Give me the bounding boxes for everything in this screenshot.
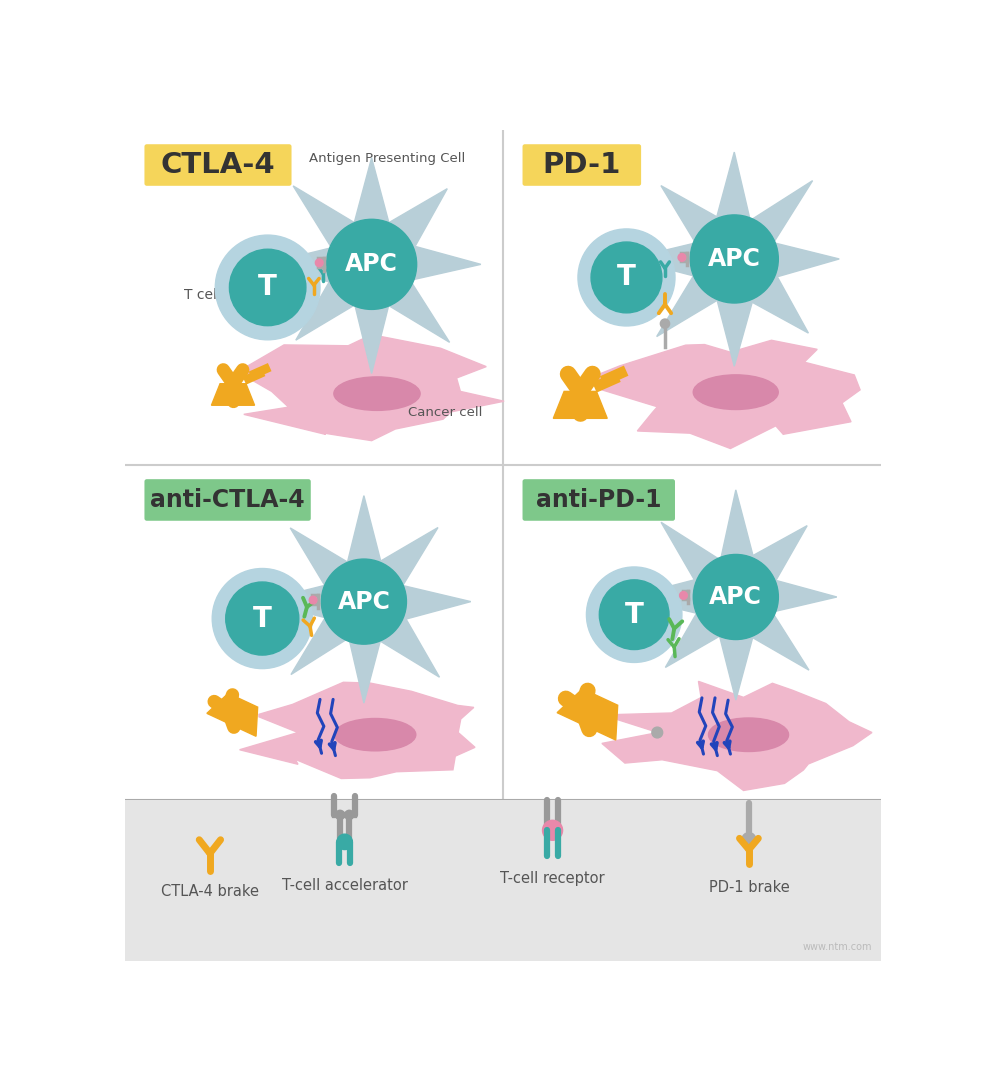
Text: anti-CTLA-4: anti-CTLA-4 [150, 488, 305, 512]
Circle shape [327, 219, 416, 309]
Text: PD-1 brake: PD-1 brake [709, 880, 790, 895]
Ellipse shape [693, 375, 779, 409]
Text: APC: APC [345, 253, 398, 276]
Text: APC: APC [338, 590, 390, 613]
Circle shape [309, 596, 317, 604]
Text: CTLA-4 brake: CTLA-4 brake [161, 885, 259, 900]
Text: Antigen Presenting Cell: Antigen Presenting Cell [309, 152, 465, 165]
Polygon shape [602, 681, 872, 791]
Polygon shape [260, 496, 470, 703]
Ellipse shape [334, 377, 420, 410]
Bar [125, 799, 881, 961]
Circle shape [336, 810, 345, 820]
Circle shape [693, 554, 779, 639]
Circle shape [599, 580, 669, 649]
Text: APC: APC [708, 247, 761, 271]
Circle shape [230, 249, 305, 326]
FancyBboxPatch shape [522, 145, 641, 186]
Polygon shape [207, 693, 257, 737]
Text: www.ntm.com: www.ntm.com [802, 942, 872, 951]
Text: CTLA-4: CTLA-4 [161, 151, 275, 179]
Circle shape [742, 833, 756, 847]
Circle shape [652, 727, 663, 738]
Text: T: T [625, 600, 643, 629]
Polygon shape [211, 383, 254, 405]
Polygon shape [240, 683, 475, 779]
FancyBboxPatch shape [522, 480, 675, 521]
Circle shape [337, 834, 353, 850]
Text: T: T [252, 605, 272, 633]
Polygon shape [628, 490, 837, 700]
Circle shape [690, 215, 779, 303]
Circle shape [578, 229, 675, 326]
Circle shape [678, 254, 685, 261]
Polygon shape [628, 152, 840, 366]
Text: PD-1: PD-1 [543, 151, 621, 179]
Polygon shape [557, 689, 618, 740]
Circle shape [345, 810, 354, 820]
Ellipse shape [708, 718, 789, 752]
Circle shape [542, 821, 563, 840]
Circle shape [226, 582, 299, 656]
Polygon shape [263, 158, 481, 374]
Circle shape [586, 567, 682, 662]
Circle shape [680, 592, 687, 599]
Text: T-cell accelerator: T-cell accelerator [282, 878, 408, 893]
Ellipse shape [335, 718, 415, 751]
FancyBboxPatch shape [144, 480, 310, 521]
Circle shape [215, 235, 320, 340]
Circle shape [591, 242, 662, 313]
Polygon shape [553, 391, 607, 418]
Circle shape [321, 559, 407, 644]
Circle shape [660, 319, 670, 328]
Circle shape [212, 568, 312, 669]
Polygon shape [591, 340, 860, 448]
Text: Cancer cell: Cancer cell [408, 406, 482, 419]
Text: T cell: T cell [184, 288, 221, 302]
Text: T: T [617, 264, 636, 292]
Polygon shape [244, 335, 504, 441]
Circle shape [315, 259, 323, 267]
Text: T: T [258, 273, 277, 301]
Text: anti-PD-1: anti-PD-1 [536, 488, 662, 512]
Text: APC: APC [709, 585, 762, 609]
FancyBboxPatch shape [144, 145, 292, 186]
Text: T-cell receptor: T-cell receptor [500, 872, 605, 886]
